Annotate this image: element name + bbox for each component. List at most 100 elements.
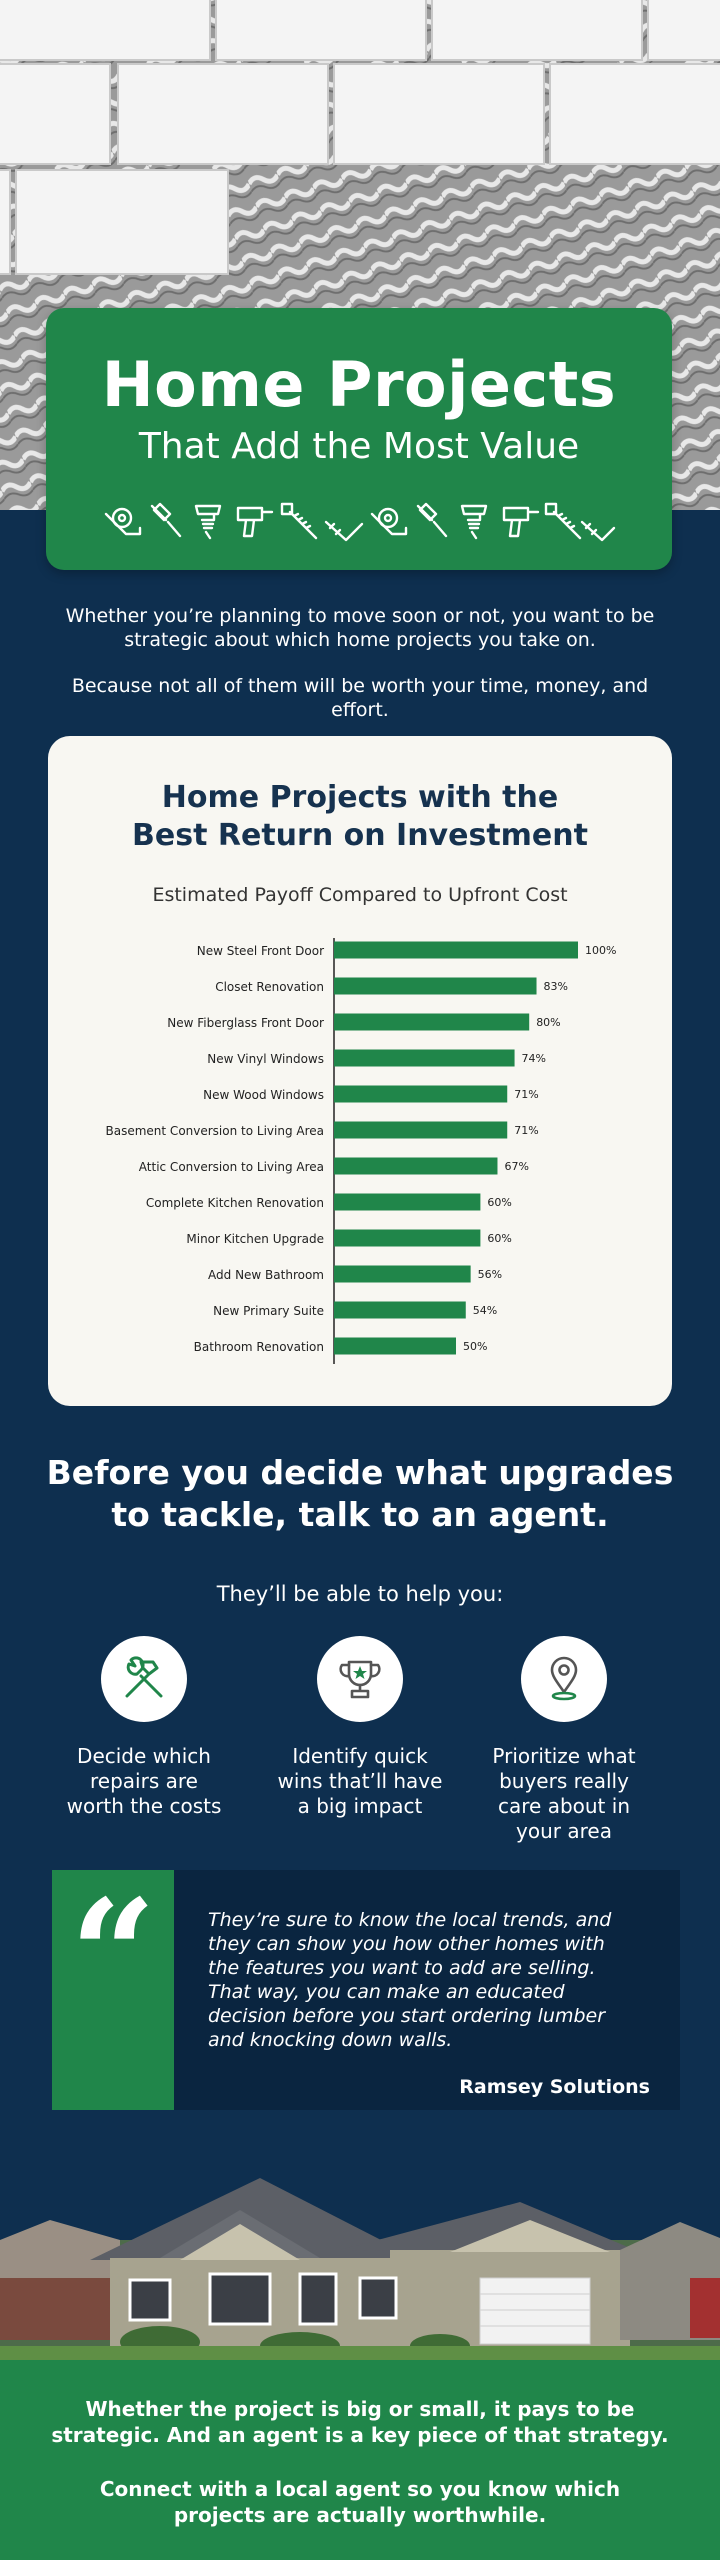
chart-bar — [334, 1301, 466, 1319]
paint-brush-icon — [416, 502, 448, 538]
saw-icon — [280, 502, 318, 540]
chart-value-label: 71% — [514, 1088, 538, 1101]
quote-line: That way, you can make an educated — [208, 1981, 565, 2003]
tile-wall-background — [0, 0, 720, 510]
chart-value-label: 60% — [487, 1196, 511, 1209]
quote-line: They’re sure to know the local trends, a… — [208, 1909, 612, 1931]
chart-bar — [334, 977, 537, 995]
page-title: Home Projects — [101, 348, 617, 421]
chart-value-label: 54% — [473, 1304, 497, 1317]
chart-bar — [334, 1049, 515, 1067]
chart-bar — [334, 1193, 481, 1211]
chart-subtitle: Estimated Payoff Compared to Upfront Cos… — [152, 884, 568, 906]
chart-value-label: 50% — [463, 1340, 487, 1353]
benefit-prioritize: Prioritize what buyers really care about… — [464, 1636, 664, 1844]
chart-value-label: 100% — [585, 944, 616, 957]
benefit-label-line: Decide which — [77, 1744, 211, 1768]
helper-lead-text: They’ll be able to help you: — [216, 1582, 504, 1606]
benefit-icon-circle — [317, 1636, 403, 1722]
chart-bar — [334, 1337, 456, 1355]
chart-value-label: 67% — [504, 1160, 528, 1173]
benefit-label-line: a big impact — [297, 1794, 423, 1818]
tape-measure-icon — [104, 507, 142, 536]
chart-value-label: 83% — [544, 980, 568, 993]
agent-heading-line-2: to tackle, talk to an agent. — [111, 1495, 609, 1534]
chart-title-line-1: Home Projects with the — [161, 780, 559, 815]
title-card: Home Projects That Add the Most Value — [46, 308, 672, 570]
footer-line: Whether the project is big or small, it … — [85, 2397, 635, 2421]
level-icon — [580, 520, 616, 542]
quote-line: they can show you how other homes with — [208, 1933, 605, 1955]
chart-category-label: New Primary Suite — [213, 1304, 324, 1318]
page-subtitle: That Add the Most Value — [138, 426, 580, 467]
agent-heading-line-1: Before you decide what upgrades — [46, 1453, 674, 1492]
footer-line: strategic. And an agent is a key piece o… — [51, 2423, 669, 2447]
chart-bar — [334, 941, 578, 959]
chart-category-label: Complete Kitchen Renovation — [146, 1196, 324, 1210]
roi-chart-card: Home Projects with the Best Return on In… — [48, 736, 672, 1406]
tape-measure-icon — [370, 507, 408, 536]
benefit-icon-circle — [101, 1636, 187, 1722]
quote-text: They’re sure to know the local trends, a… — [208, 1908, 648, 2052]
benefit-decide-repairs: Decide which repairs are worth the costs — [44, 1636, 244, 1819]
quote-author: Ramsey Solutions — [459, 2076, 650, 2098]
roi-bar-chart: New Steel Front Door 100% Closet Renovatio… — [106, 938, 616, 1364]
intro-paragraph-2: Because not all of them will be worth yo… — [71, 675, 649, 721]
benefit-icon-circle — [521, 1636, 607, 1722]
chart-value-label: 74% — [522, 1052, 546, 1065]
saw-icon — [544, 502, 582, 540]
chart-category-label: New Wood Windows — [203, 1088, 324, 1102]
chart-title-line-2: Best Return on Investment — [132, 818, 588, 853]
paint-brush-icon — [150, 502, 182, 538]
chart-category-label: Bathroom Renovation — [194, 1340, 324, 1354]
chart-bar — [334, 1121, 508, 1139]
chart-value-label: 60% — [487, 1232, 511, 1245]
intro-paragraph-1: Whether you’re planning to move soon or … — [65, 605, 655, 651]
benefit-label-line: Prioritize what — [492, 1744, 636, 1768]
chart-category-label: Basement Conversion to Living Area — [106, 1124, 324, 1138]
chart-category-label: Attic Conversion to Living Area — [139, 1160, 324, 1174]
chart-bar — [334, 1157, 498, 1175]
chart-category-label: New Steel Front Door — [197, 944, 324, 958]
footer-line: projects are actually worthwhile. — [173, 2503, 547, 2527]
chart-category-label: New Vinyl Windows — [207, 1052, 324, 1066]
benefit-label-line: repairs are — [90, 1769, 198, 1793]
benefit-label-line: care about in — [498, 1794, 630, 1818]
chart-value-label: 80% — [536, 1016, 560, 1029]
quote-mark-icon: “ — [70, 1867, 157, 2043]
screw-icon — [460, 504, 488, 540]
benefit-label-line: Identify quick — [292, 1744, 428, 1768]
quote-box — [174, 1870, 680, 2130]
chart-category-label: New Fiberglass Front Door — [167, 1016, 324, 1030]
benefit-label-line: your area — [516, 1819, 612, 1843]
quote-line: decision before you start ordering lumbe… — [208, 2005, 606, 2027]
quote-line: and knocking down walls. — [208, 2029, 453, 2051]
chart-bar — [334, 1085, 508, 1103]
drill-icon — [236, 506, 274, 538]
chart-bar — [334, 1229, 481, 1247]
footer-paragraph-2: Connect with a local agent so you know w… — [40, 2476, 680, 2528]
level-icon — [324, 520, 364, 542]
chart-category-label: Closet Renovation — [215, 980, 324, 994]
benefit-label-line: wins that’ll have — [277, 1769, 443, 1793]
drill-icon — [502, 506, 540, 538]
chart-bar — [334, 1013, 530, 1031]
footer-paragraph-1: Whether the project is big or small, it … — [40, 2396, 680, 2448]
footer-line: Connect with a local agent so you know w… — [99, 2477, 621, 2501]
benefit-quick-wins: Identify quick wins that’ll have a big i… — [260, 1636, 460, 1819]
benefit-label-line: buyers really — [499, 1769, 629, 1793]
house-illustration — [0, 2110, 720, 2360]
chart-bar — [334, 1265, 471, 1283]
chart-value-label: 71% — [514, 1124, 538, 1137]
chart-category-label: Add New Bathroom — [208, 1268, 324, 1282]
chart-category-label: Minor Kitchen Upgrade — [186, 1232, 324, 1246]
location-pin-icon — [550, 1656, 578, 1701]
trophy-icon — [339, 1660, 381, 1699]
screw-icon — [194, 504, 222, 540]
chart-value-label: 56% — [478, 1268, 502, 1281]
footer-cta: Whether the project is big or small, it … — [0, 2360, 720, 2560]
hammer-wrench-icon — [125, 1656, 163, 1698]
quote-line: the features you want to add are selling… — [208, 1957, 596, 1979]
tool-icon-row — [104, 502, 616, 542]
